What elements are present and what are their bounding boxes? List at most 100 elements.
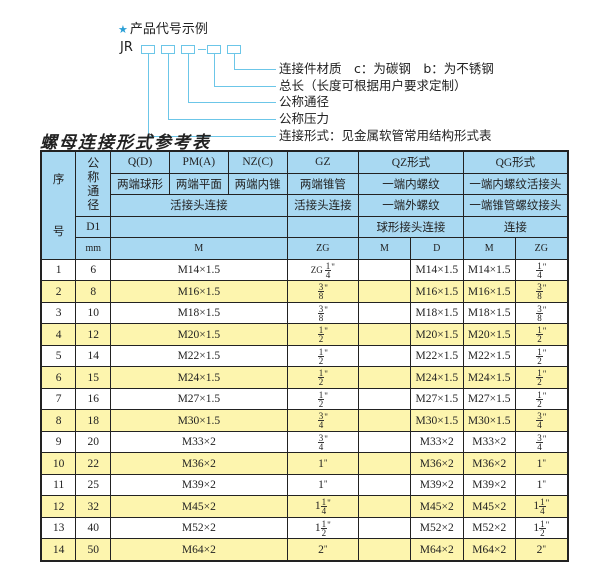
cell-d1: 18 xyxy=(75,409,112,432)
cell-qg-zg: 1" xyxy=(514,473,569,497)
cell-zg: 1 1 2 " xyxy=(286,516,360,540)
d1-header: D1 xyxy=(75,215,112,239)
code-dash xyxy=(198,49,206,50)
code-box xyxy=(227,45,241,54)
cell-qz-m xyxy=(358,387,411,411)
cell-qz-d: M18×1.5 xyxy=(409,301,464,325)
table-row: 13 40 M52×2 1 1 2 " M52×2 M52×2 1 1 2 " xyxy=(40,516,569,540)
cell-qz-m xyxy=(358,323,411,346)
cell-no: 14 xyxy=(40,538,77,562)
cell-d1: 16 xyxy=(75,387,112,411)
cell-d1: 22 xyxy=(75,452,112,475)
cell-qg-zg: 2" xyxy=(514,538,569,562)
cell-qg-m: M18×1.5 xyxy=(462,301,516,325)
cell-d1: 32 xyxy=(75,495,112,518)
cell-no: 13 xyxy=(40,516,77,540)
cell-qg-m: M52×2 xyxy=(462,516,516,540)
desc-qz: 一端内螺纹 xyxy=(358,172,464,196)
cell-d1: 6 xyxy=(75,258,112,282)
legend-label-material: 连接件材质 c：为碳钢 b：为不锈钢 xyxy=(279,61,494,76)
zg-whole: 1 xyxy=(533,500,540,513)
unit-mm: mm xyxy=(75,237,112,260)
table-row: 11 25 M39×2 1" M39×2 M39×2 1" xyxy=(40,473,569,497)
cell-d1: 50 xyxy=(75,538,112,562)
cell-qg-m: M36×2 xyxy=(462,452,516,475)
cell-zg: 3 4 " xyxy=(286,430,360,454)
cell-no: 4 xyxy=(40,323,77,346)
cell-qg-m: M30×1.5 xyxy=(462,409,516,432)
cell-zg: 1 2 " xyxy=(286,387,360,411)
empty-cell xyxy=(286,215,360,239)
empty-cell xyxy=(110,215,288,239)
zg-whole: 1 xyxy=(314,521,321,534)
cell-d1: 12 xyxy=(75,323,112,346)
conn2-qg: 连接 xyxy=(462,215,569,239)
cell-qz-m xyxy=(358,495,411,518)
table-row: 6 15 M24×1.5 1 2 " M24×1.5 M24×1.5 1 2 " xyxy=(40,366,569,389)
legend-label-length: 总长（长度可根据用户要求定制） xyxy=(279,78,467,93)
code-prefix: JR xyxy=(120,40,133,55)
cell-qg-zg: 1 2 " xyxy=(514,323,569,346)
cell-m: M33×2 xyxy=(110,430,288,454)
desc-qd: 两端球形 xyxy=(110,172,170,196)
code-box xyxy=(161,45,175,54)
cell-qz-d: M52×2 xyxy=(409,516,464,540)
cell-m: M64×2 xyxy=(110,538,288,562)
desc-qg: 一端内螺纹活接头 xyxy=(462,172,569,196)
cell-qg-zg: 1 1 2 " xyxy=(514,516,569,540)
dn-char: 称 xyxy=(87,169,100,184)
zg-whole: 1 xyxy=(318,479,324,492)
zg-whole: 1 xyxy=(536,479,543,492)
cell-zg: 1 1 4 " xyxy=(286,495,360,518)
cell-qz-m xyxy=(358,516,411,540)
cell-zg: 3 8 " xyxy=(286,280,360,303)
cell-qg-zg: 3 8 " xyxy=(514,280,569,303)
cell-qz-d: M33×2 xyxy=(409,430,464,454)
cell-qg-zg: 1 2 " xyxy=(514,366,569,389)
cell-d1: 14 xyxy=(75,344,112,368)
cell-m: M27×1.5 xyxy=(110,387,288,411)
table-row: 2 8 M16×1.5 3 8 " M16×1.5 M16×1.5 3 8 " xyxy=(40,280,569,303)
col-qz: QZ形式 xyxy=(358,150,464,174)
seq-header: 序号 xyxy=(40,150,77,260)
cell-qz-m xyxy=(358,409,411,432)
cell-qg-zg: 3 4 " xyxy=(514,430,569,454)
cell-no: 6 xyxy=(40,366,77,389)
cell-m: M20×1.5 xyxy=(110,323,288,346)
zg-whole: 1 xyxy=(318,457,324,470)
zg-prefix: ZG xyxy=(310,264,323,275)
cell-qz-d: M27×1.5 xyxy=(409,387,464,411)
cell-no: 9 xyxy=(40,430,77,454)
cell-qg-zg: 1 1 4 " xyxy=(514,495,569,518)
cell-no: 3 xyxy=(40,301,77,325)
cell-d1: 10 xyxy=(75,301,112,325)
cell-qz-m xyxy=(358,280,411,303)
desc-pm: 两端平面 xyxy=(168,172,229,196)
cell-qz-m xyxy=(358,301,411,325)
cell-qg-m: M45×2 xyxy=(462,495,516,518)
cell-no: 2 xyxy=(40,280,77,303)
cell-qg-m: M27×1.5 xyxy=(462,387,516,411)
table-row: 4 12 M20×1.5 1 2 " M20×1.5 M20×1.5 1 2 " xyxy=(40,323,569,346)
cell-qz-d: M39×2 xyxy=(409,473,464,497)
table-row: 7 16 M27×1.5 1 2 " M27×1.5 M27×1.5 1 2 " xyxy=(40,387,569,411)
table-title: 螺母连接形式参考表 xyxy=(40,133,211,153)
dn-char: 公 xyxy=(87,155,100,170)
star-icon: ★ xyxy=(118,23,128,36)
conn-qz: 一端外螺纹 xyxy=(358,194,464,217)
